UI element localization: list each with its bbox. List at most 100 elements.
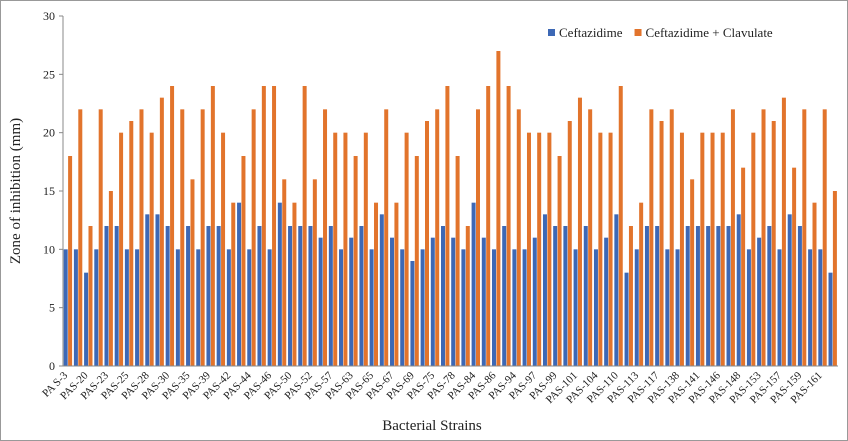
x-axis-title: Bacterial Strains [382,418,482,434]
bar [282,179,287,366]
y-axis-title: Zone of inhibition (mm) [8,118,24,264]
bar [746,249,751,366]
bar [486,86,491,366]
bar [781,97,786,367]
bar [808,249,813,366]
bar [149,132,154,366]
bar [343,132,348,366]
bar [73,249,78,366]
bar [363,132,368,366]
y-tick-label: 10 [43,242,55,256]
y-tick-label: 5 [49,301,55,315]
bar [445,86,450,366]
bar [369,249,374,366]
bar [298,226,303,366]
bar [512,249,517,366]
bar [318,237,323,366]
bar [710,132,715,366]
bar [736,214,741,366]
bar [292,202,297,366]
bar [669,109,674,366]
bar [384,109,389,366]
bar [706,226,711,366]
bar [563,226,568,366]
bar [567,121,572,366]
bar [730,109,735,366]
bar [777,249,782,366]
bar [598,132,603,366]
bar [139,109,144,366]
bar [537,132,542,366]
bar [583,226,588,366]
bar [649,109,654,366]
bar [577,97,582,367]
bar [639,202,644,366]
bar [226,249,231,366]
bar [828,272,833,366]
bar [655,226,660,366]
bar [135,249,140,366]
bar [261,86,266,366]
bar [726,226,731,366]
bar [155,214,160,366]
bar [557,156,562,366]
bar [522,249,527,366]
bar [119,132,124,366]
bar [588,109,593,366]
bar [312,179,317,366]
bar [506,86,511,366]
bar [526,132,531,366]
bar [124,249,129,366]
bar [129,121,134,366]
bar [339,249,344,366]
bar [832,191,837,366]
bar [216,226,221,366]
bar [84,272,89,366]
bar [475,109,480,366]
bar [593,249,598,366]
bar [267,249,272,366]
bar [114,226,119,366]
bar [532,237,537,366]
bar [323,109,328,366]
bar [159,97,164,367]
bar [414,156,419,366]
bar [451,237,456,366]
y-tick-label: 20 [43,126,55,140]
bar [659,121,664,366]
bar [175,249,180,366]
bar [104,226,109,366]
bar [400,249,405,366]
bar [716,226,721,366]
bar [465,226,470,366]
bar [679,132,684,366]
bar [624,272,629,366]
legend-swatch [634,29,642,36]
bar [237,202,242,366]
bar [690,179,695,366]
bar [88,226,93,366]
bar [308,226,313,366]
bar [751,132,756,366]
bar [221,132,226,366]
bar [200,109,205,366]
bar [353,156,358,366]
bar [410,261,415,366]
bar [720,132,725,366]
bar [441,226,446,366]
bar [471,202,476,366]
legend-swatch [548,29,555,36]
bar [787,214,792,366]
bar [618,86,623,366]
bar [359,226,364,366]
bar [644,226,649,366]
bar [63,249,68,366]
bar [767,226,772,366]
bar [695,226,700,366]
bar [628,226,633,366]
bar [685,226,690,366]
bar [374,202,379,366]
bar [231,202,236,366]
bar [404,132,409,366]
bar [741,167,746,366]
